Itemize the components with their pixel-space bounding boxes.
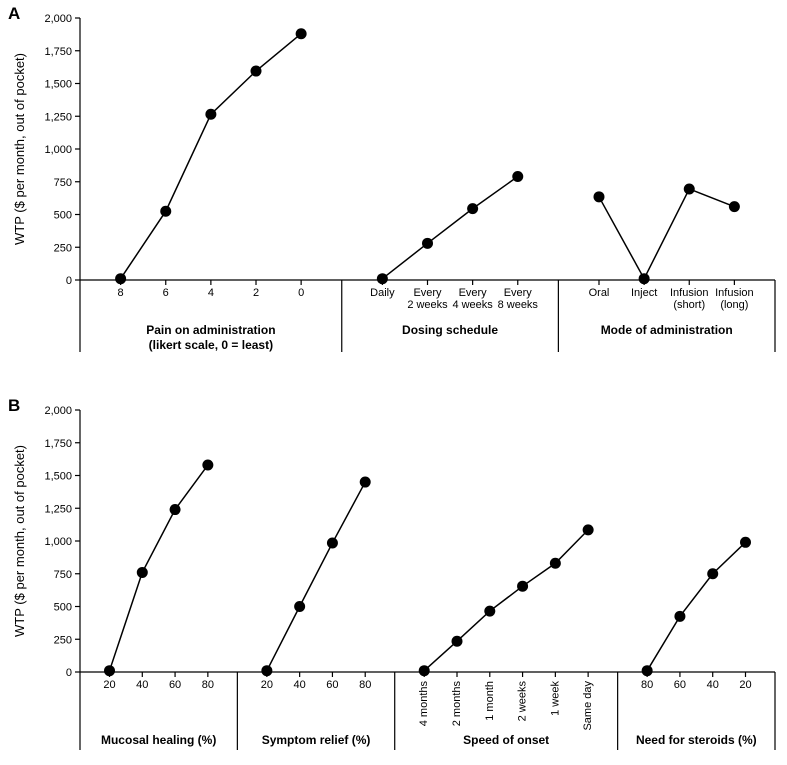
svg-text:60: 60	[326, 679, 338, 691]
svg-text:4 weeks: 4 weeks	[452, 299, 493, 311]
svg-text:8 weeks: 8 weeks	[498, 299, 539, 311]
svg-text:0: 0	[66, 667, 72, 679]
svg-text:Oral: Oral	[589, 287, 610, 299]
svg-text:Pain on administration: Pain on administration	[146, 323, 275, 337]
svg-text:1 month: 1 month	[484, 681, 496, 721]
svg-text:Mode of administration: Mode of administration	[601, 323, 733, 337]
svg-text:0: 0	[298, 287, 304, 299]
svg-text:20: 20	[261, 679, 273, 691]
svg-text:80: 80	[359, 679, 371, 691]
svg-text:Dosing schedule: Dosing schedule	[402, 323, 498, 337]
svg-text:Every: Every	[504, 287, 533, 299]
svg-text:4: 4	[208, 287, 214, 299]
svg-text:1,000: 1,000	[44, 536, 72, 548]
svg-text:250: 250	[54, 634, 72, 646]
svg-text:4 months: 4 months	[418, 681, 430, 727]
svg-text:Speed of onset: Speed of onset	[463, 733, 549, 747]
svg-text:40: 40	[707, 679, 719, 691]
svg-text:Infusion: Infusion	[715, 287, 754, 299]
svg-text:Inject: Inject	[631, 287, 657, 299]
svg-text:(short): (short)	[673, 299, 705, 311]
svg-text:500: 500	[54, 210, 72, 222]
svg-text:WTP ($ per month, out of pocke: WTP ($ per month, out of pocket)	[12, 445, 27, 637]
svg-text:Infusion: Infusion	[670, 287, 709, 299]
svg-text:20: 20	[103, 679, 115, 691]
svg-text:2 weeks: 2 weeks	[517, 681, 529, 722]
svg-text:60: 60	[169, 679, 181, 691]
svg-text:500: 500	[54, 602, 72, 614]
svg-text:2 months: 2 months	[451, 681, 463, 727]
svg-text:60: 60	[674, 679, 686, 691]
svg-text:2,000: 2,000	[44, 13, 72, 25]
svg-text:40: 40	[136, 679, 148, 691]
svg-text:1,500: 1,500	[44, 79, 72, 91]
svg-text:1,750: 1,750	[44, 46, 72, 58]
svg-text:80: 80	[641, 679, 653, 691]
svg-text:1,500: 1,500	[44, 471, 72, 483]
svg-text:(likert scale, 0 = least): (likert scale, 0 = least)	[149, 338, 273, 352]
svg-text:1 week: 1 week	[549, 681, 561, 716]
svg-text:0: 0	[66, 275, 72, 287]
svg-text:Daily: Daily	[370, 287, 395, 299]
svg-text:1,250: 1,250	[44, 111, 72, 123]
svg-text:750: 750	[54, 569, 72, 581]
svg-text:6: 6	[163, 287, 169, 299]
svg-text:80: 80	[202, 679, 214, 691]
svg-text:2 weeks: 2 weeks	[407, 299, 448, 311]
svg-text:(long): (long)	[720, 299, 748, 311]
svg-text:20: 20	[739, 679, 751, 691]
panel-a-label: A	[8, 4, 20, 24]
svg-text:Mucosal healing (%): Mucosal healing (%)	[101, 733, 216, 747]
svg-text:Need for steroids (%): Need for steroids (%)	[636, 733, 757, 747]
svg-text:1,750: 1,750	[44, 438, 72, 450]
svg-text:Every: Every	[459, 287, 488, 299]
svg-text:WTP ($ per month, out of pocke: WTP ($ per month, out of pocket)	[12, 53, 27, 245]
chart-svg: 0 250 500 750 1,000 1,250 1,500 1,750 2,000 WTP (…	[0, 0, 787, 760]
svg-text:Symptom relief (%): Symptom relief (%)	[262, 733, 371, 747]
svg-text:2,000: 2,000	[44, 405, 72, 417]
svg-text:1,250: 1,250	[44, 503, 72, 515]
svg-text:Every: Every	[413, 287, 442, 299]
svg-text:750: 750	[54, 177, 72, 189]
svg-text:Same day: Same day	[582, 681, 594, 731]
svg-text:2: 2	[253, 287, 259, 299]
svg-text:1,000: 1,000	[44, 144, 72, 156]
svg-text:250: 250	[54, 242, 72, 254]
svg-text:8: 8	[118, 287, 124, 299]
figure-container: A B 0 250 500 750 1,000 1,250 1,500 1,750 2,000 W…	[0, 0, 787, 760]
panel-b-label: B	[8, 396, 20, 416]
svg-text:40: 40	[294, 679, 306, 691]
